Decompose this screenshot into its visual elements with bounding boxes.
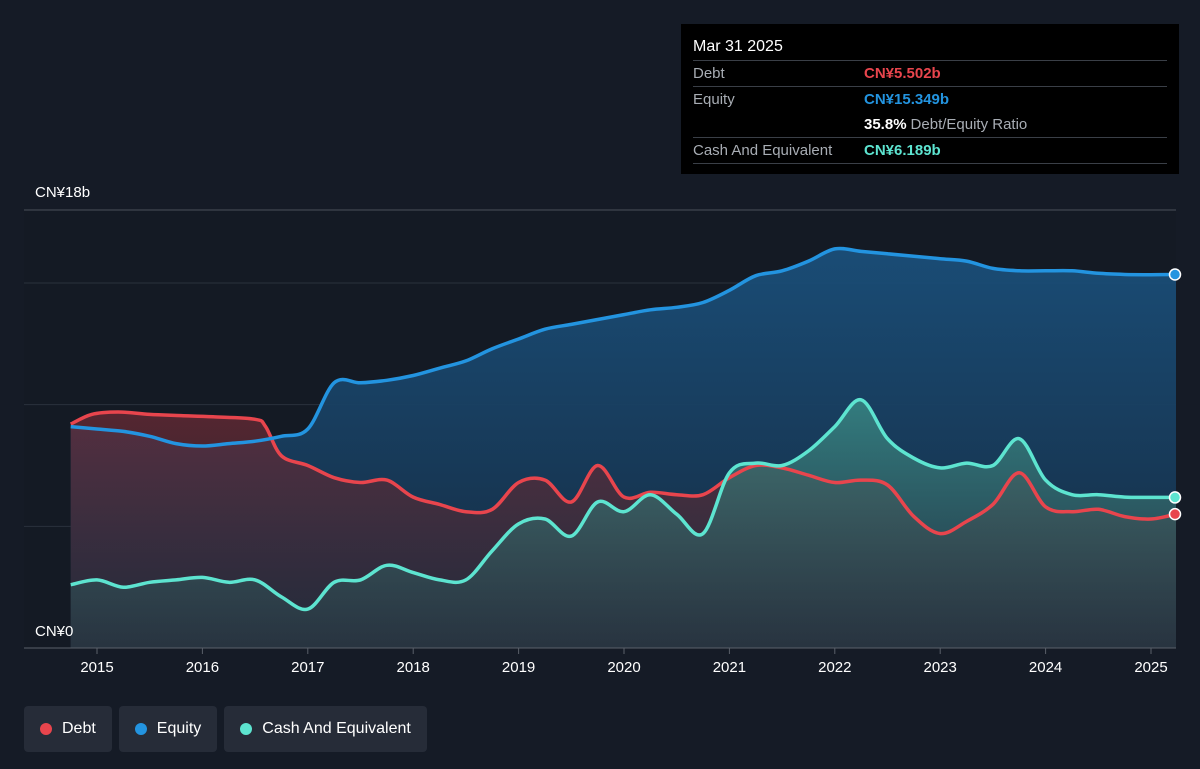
- tooltip-cash-label: Cash And Equivalent: [693, 142, 833, 159]
- legend-label-cash: Cash And Equivalent: [262, 720, 411, 737]
- cash-line: [70, 398, 1176, 612]
- tooltip-cash-value: CN¥6.189b: [864, 142, 941, 159]
- tooltip-row-cash: Cash And Equivalent CN¥6.189b: [693, 137, 1167, 164]
- x-tick-label-2023: 2023: [924, 659, 957, 676]
- tooltip-row-equity: Equity CN¥15.349b: [693, 86, 1167, 112]
- legend: Debt Equity Cash And Equivalent: [24, 706, 427, 752]
- legend-label-debt: Debt: [62, 720, 96, 737]
- x-tick-label-2020: 2020: [607, 659, 640, 676]
- tooltip-debt-label: Debt: [693, 65, 725, 82]
- x-tick-label-2016: 2016: [186, 659, 219, 676]
- equity-line: [70, 246, 1177, 448]
- debt-end-dot: [1168, 507, 1182, 521]
- debt-line: [69, 410, 1177, 536]
- equity-end-dot: [1168, 268, 1182, 281]
- legend-label-equity: Equity: [156, 720, 202, 737]
- x-tick-label-2024: 2024: [1029, 659, 1062, 676]
- legend-dot-cash: [240, 723, 253, 735]
- x-tick-label-2017: 2017: [291, 659, 324, 676]
- legend-item-equity[interactable]: Equity: [118, 706, 218, 752]
- x-tick-label-2018: 2018: [397, 659, 430, 676]
- tooltip: Mar 31 2025 Debt CN¥5.502b Equity CN¥15.…: [681, 24, 1179, 174]
- tooltip-ratio-value: 35.8%: [864, 116, 907, 133]
- x-tick-label-2021: 2021: [713, 659, 746, 676]
- y-axis-top-label: CN¥18b: [35, 184, 90, 201]
- x-tick-label-2022: 2022: [818, 659, 851, 676]
- tooltip-ratio-label: Debt/Equity Ratio: [910, 116, 1028, 133]
- tooltip-date: Mar 31 2025: [693, 38, 783, 55]
- end-dots: [1168, 268, 1182, 521]
- cash-area: [70, 399, 1177, 648]
- x-tick-label-2025: 2025: [1134, 659, 1167, 676]
- legend-item-cash[interactable]: Cash And Equivalent: [224, 706, 427, 752]
- x-axis-ticks: 2015 2016 2017 2018 2019 2020 2021 2022 2023 2024…: [80, 648, 1168, 676]
- cash-end-dot: [1168, 491, 1182, 504]
- tooltip-row-ratio: 35.8% Debt/Equity Ratio: [693, 112, 1167, 137]
- x-tick-label-2015: 2015: [80, 659, 113, 676]
- x-tick-label-2019: 2019: [502, 659, 535, 676]
- y-axis-bottom-label: CN¥0: [35, 623, 73, 640]
- tooltip-equity-value: CN¥15.349b: [864, 91, 950, 108]
- legend-item-debt[interactable]: Debt: [24, 706, 112, 752]
- tooltip-equity-label: Equity: [693, 91, 735, 108]
- tooltip-row-debt: Debt CN¥5.502b: [693, 60, 1167, 86]
- tooltip-debt-value: CN¥5.502b: [864, 65, 941, 82]
- legend-dot-debt: [40, 723, 52, 735]
- legend-dot-equity: [134, 723, 147, 735]
